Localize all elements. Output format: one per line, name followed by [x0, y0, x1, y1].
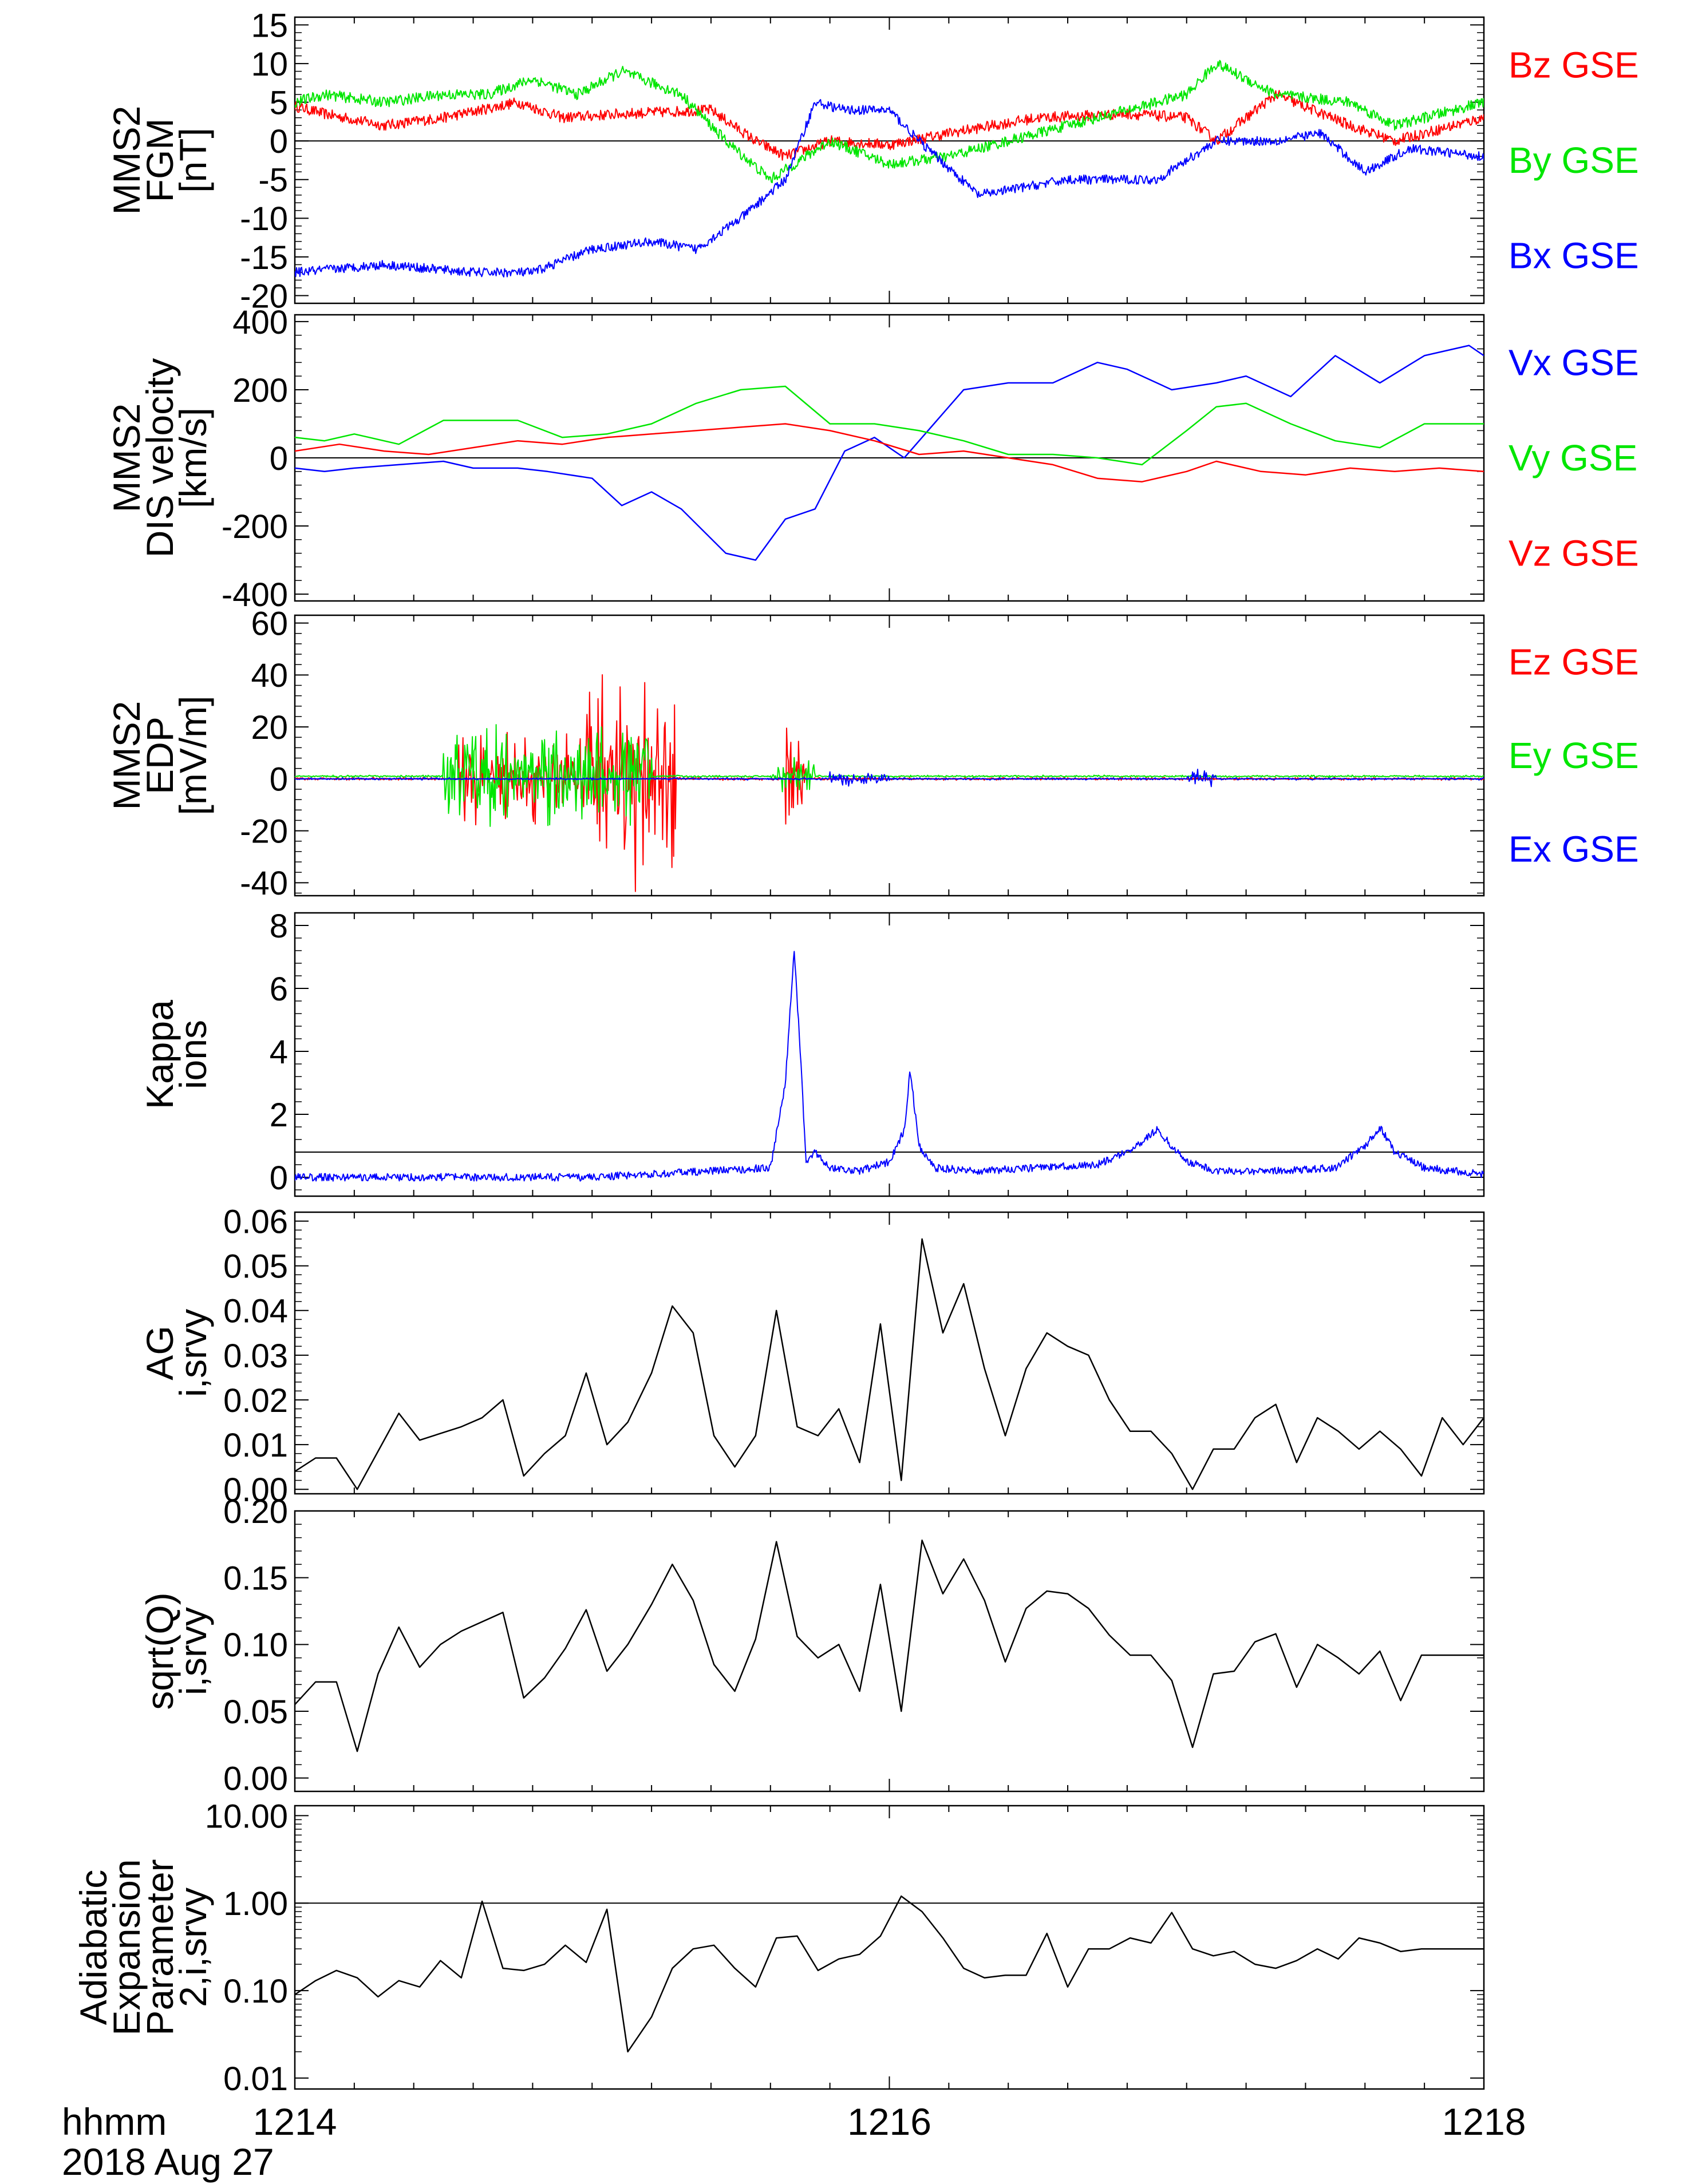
legend-label: Ez GSE: [1509, 642, 1639, 683]
series-line: [295, 385, 1484, 466]
y-axis-title: AG: [139, 1326, 181, 1380]
panel-sqrt-q: 0.00 0.05 0.10 0.15 0.20 sqrt(Q)i,srvy: [139, 1493, 1485, 1798]
y-axis-title: DIS velocity: [139, 358, 181, 557]
y-tick-label: 0.00: [223, 1760, 288, 1798]
y-axis-title: sqrt(Q): [139, 1592, 181, 1710]
series-line: [295, 99, 1484, 278]
y-axis-title: MMS2: [105, 106, 148, 215]
series-line: [295, 1238, 1484, 1490]
y-axis-title: Expansion: [105, 1859, 148, 2035]
y-axis-title: 2,i,srvy: [172, 1888, 214, 2007]
y-axis-title: ions: [172, 1020, 214, 1089]
plot-frame: [294, 1510, 1485, 1793]
y-axis-title: FGM: [139, 118, 181, 203]
y-tick-label: -15: [240, 239, 288, 276]
y-tick-label: 0: [270, 761, 288, 798]
y-axis-title: [km/s]: [172, 407, 214, 508]
y-tick-label: 0.00: [223, 1471, 288, 1509]
time-tick-label: 1216: [847, 2100, 931, 2143]
legend-label: Ex GSE: [1509, 828, 1639, 869]
date-label: 2018 Aug 27: [62, 2141, 274, 2183]
series-line: [295, 90, 1484, 161]
series-line: [295, 345, 1484, 561]
y-axis-title: i,srvy: [172, 1607, 214, 1695]
series-line: [295, 1895, 1484, 2053]
y-tick-label: 10: [251, 46, 288, 83]
y-axis-title: i,srvy: [172, 1309, 214, 1397]
y-tick-label: -200: [222, 508, 288, 545]
legend-label: Vy GSE: [1509, 437, 1637, 478]
legend-label: By GSE: [1509, 140, 1639, 181]
y-tick-label: 5: [270, 85, 288, 122]
y-tick-label: -20: [240, 813, 288, 850]
legend-label: Ey GSE: [1509, 735, 1639, 776]
y-tick-label: 0.04: [223, 1293, 288, 1330]
series-line: [295, 769, 1484, 788]
y-tick-label: 0.15: [223, 1560, 288, 1597]
y-tick-label: 4: [270, 1034, 288, 1071]
y-tick-label: 0.05: [223, 1694, 288, 1731]
time-axis-labels: 1214 1216 1218: [253, 2100, 1526, 2143]
y-tick-label: -400: [222, 576, 288, 614]
y-tick-label: 0.10: [223, 1973, 288, 2010]
plot-frame: [294, 912, 1485, 1197]
y-tick-label: 2: [270, 1097, 288, 1134]
panel-ag: 0.00 0.01 0.02 0.03 0.04 0.05 0.06 AGi,srvy: [139, 1203, 1485, 1509]
plot-frame: [294, 614, 1485, 897]
y-tick-label: 6: [270, 971, 288, 1008]
y-axis-title: MMS2: [105, 403, 148, 513]
y-tick-label: 0.05: [223, 1248, 288, 1285]
y-axis-title: Parameter: [139, 1859, 181, 2035]
y-tick-label: 0.01: [223, 1427, 288, 1464]
y-tick-label: 10.00: [205, 1798, 288, 1835]
panel-adiabatic: 0.01 0.10 1.00 10.00 AdiabaticExpansionParam…: [72, 1798, 1485, 2098]
plot-frame: [294, 1211, 1485, 1495]
y-axis-title: MMS2: [105, 701, 148, 810]
y-tick-label: 60: [251, 605, 288, 642]
y-tick-label: 0.01: [223, 2060, 288, 2098]
y-axis-title: Kappa: [139, 1000, 181, 1109]
y-tick-label: 0: [270, 440, 288, 477]
time-unit-label: hhmm: [62, 2100, 167, 2143]
time-tick-label: 1218: [1442, 2100, 1526, 2143]
series-line: [295, 60, 1484, 184]
y-tick-label: -40: [240, 865, 288, 902]
legend-label: Bx GSE: [1509, 235, 1639, 276]
y-tick-label: 0.02: [223, 1382, 288, 1419]
y-tick-label: 0.10: [223, 1627, 288, 1664]
y-tick-label: -5: [258, 162, 288, 199]
y-tick-label: 0: [270, 123, 288, 160]
y-axis-title: [mV/m]: [172, 696, 214, 816]
y-axis-title: EDP: [139, 717, 181, 794]
legend-label: Bz GSE: [1509, 44, 1639, 85]
series-line: [295, 951, 1484, 1182]
y-tick-label: 0.06: [223, 1203, 288, 1240]
y-tick-label: 15: [251, 7, 288, 44]
legend-label: Vx GSE: [1509, 342, 1639, 383]
series-line: [295, 724, 1484, 827]
series-line: [295, 1540, 1484, 1752]
y-tick-label: 400: [232, 304, 288, 341]
legend-label: Vz GSE: [1509, 533, 1639, 574]
y-axis-title: [nT]: [172, 128, 214, 193]
time-tick-label: 1214: [253, 2100, 337, 2143]
plot-frame: [294, 1805, 1485, 2090]
y-tick-label: 0: [270, 1160, 288, 1197]
y-tick-label: 8: [270, 908, 288, 945]
series-line: [295, 423, 1484, 482]
y-tick-label: 1.00: [223, 1885, 288, 1922]
y-tick-label: -10: [240, 200, 288, 238]
y-tick-label: 20: [251, 709, 288, 746]
y-axis-title: Adiabatic: [72, 1870, 114, 2025]
y-tick-label: 200: [232, 372, 288, 409]
y-tick-label: -20: [240, 278, 288, 315]
y-tick-label: 40: [251, 657, 288, 694]
y-tick-label: 0.20: [223, 1493, 288, 1530]
y-tick-label: 0.03: [223, 1338, 288, 1375]
